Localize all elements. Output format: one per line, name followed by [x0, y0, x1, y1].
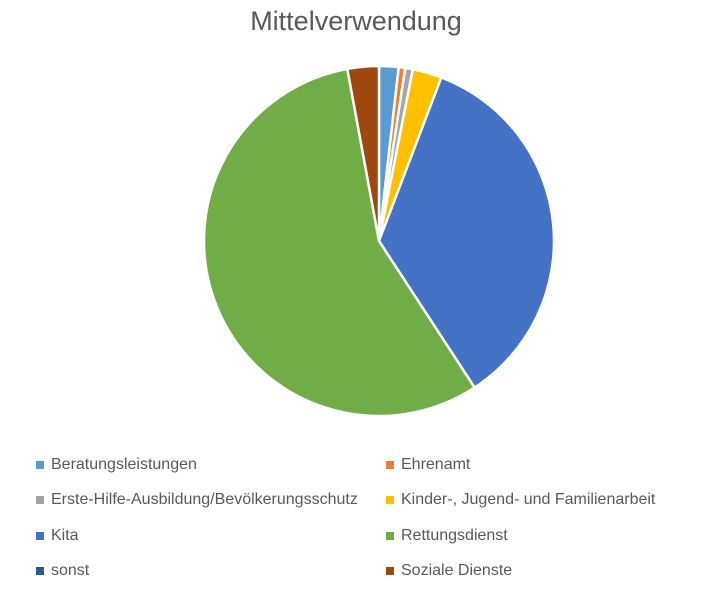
legend-item-kinder-jugend-und-familienarbeit: Kinder-, Jugend- und Familienarbeit — [386, 483, 696, 519]
legend-swatch — [386, 532, 394, 540]
legend-item-ehrenamt: Ehrenamt — [386, 447, 696, 483]
legend-label: Ehrenamt — [401, 456, 470, 474]
legend-item-beratungsleistungen: Beratungsleistungen — [36, 447, 386, 483]
legend-label: Beratungsleistungen — [51, 456, 197, 474]
legend-swatch — [36, 567, 44, 575]
legend-item-kita: Kita — [36, 518, 386, 554]
legend-label: Kinder-, Jugend- und Familienarbeit — [401, 491, 655, 509]
legend-label: Kita — [51, 527, 79, 545]
legend-swatch — [386, 461, 394, 469]
legend-swatch — [36, 496, 44, 504]
legend-item-sonst: sonst — [36, 554, 386, 589]
legend-swatch — [386, 496, 394, 504]
legend-swatch — [36, 532, 44, 540]
legend: Beratungsleistungen Ehrenamt Erste-Hilfe-A… — [36, 447, 696, 589]
legend-swatch — [386, 567, 394, 575]
pie-chart — [0, 0, 712, 440]
legend-label: sonst — [51, 562, 89, 580]
legend-label: Erste-Hilfe-Ausbildung/Bevölkerungsschut… — [51, 491, 358, 509]
legend-swatch — [36, 461, 44, 469]
legend-item-soziale-dienste: Soziale Dienste — [386, 554, 696, 589]
legend-label: Rettungsdienst — [401, 527, 508, 545]
legend-label: Soziale Dienste — [401, 562, 512, 580]
legend-item-erste-hilfe-ausbildung-bev-lkerungsschutz: Erste-Hilfe-Ausbildung/Bevölkerungsschut… — [36, 483, 386, 519]
legend-item-rettungsdienst: Rettungsdienst — [386, 518, 696, 554]
